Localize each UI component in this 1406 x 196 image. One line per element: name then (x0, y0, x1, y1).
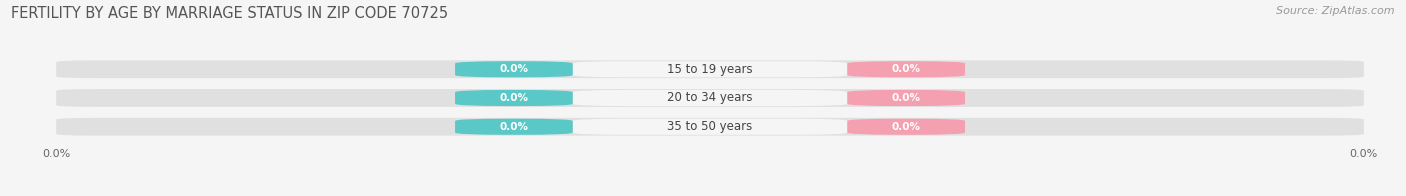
Text: Source: ZipAtlas.com: Source: ZipAtlas.com (1277, 6, 1395, 16)
FancyBboxPatch shape (456, 119, 572, 135)
Text: 0.0%: 0.0% (499, 122, 529, 132)
Text: 0.0%: 0.0% (891, 93, 921, 103)
Text: 0.0%: 0.0% (499, 64, 529, 74)
FancyBboxPatch shape (848, 61, 965, 77)
FancyBboxPatch shape (572, 90, 848, 106)
FancyBboxPatch shape (56, 60, 1364, 78)
FancyBboxPatch shape (848, 90, 965, 106)
Text: 0.0%: 0.0% (499, 93, 529, 103)
Text: 0.0%: 0.0% (891, 64, 921, 74)
FancyBboxPatch shape (456, 61, 572, 77)
Text: 0.0%: 0.0% (891, 122, 921, 132)
FancyBboxPatch shape (572, 119, 848, 135)
Text: 20 to 34 years: 20 to 34 years (668, 92, 752, 104)
FancyBboxPatch shape (56, 89, 1364, 107)
Text: 15 to 19 years: 15 to 19 years (668, 63, 752, 76)
FancyBboxPatch shape (848, 119, 965, 135)
FancyBboxPatch shape (572, 61, 848, 77)
Text: 35 to 50 years: 35 to 50 years (668, 120, 752, 133)
FancyBboxPatch shape (56, 118, 1364, 136)
Text: FERTILITY BY AGE BY MARRIAGE STATUS IN ZIP CODE 70725: FERTILITY BY AGE BY MARRIAGE STATUS IN Z… (11, 6, 449, 21)
FancyBboxPatch shape (456, 90, 572, 106)
